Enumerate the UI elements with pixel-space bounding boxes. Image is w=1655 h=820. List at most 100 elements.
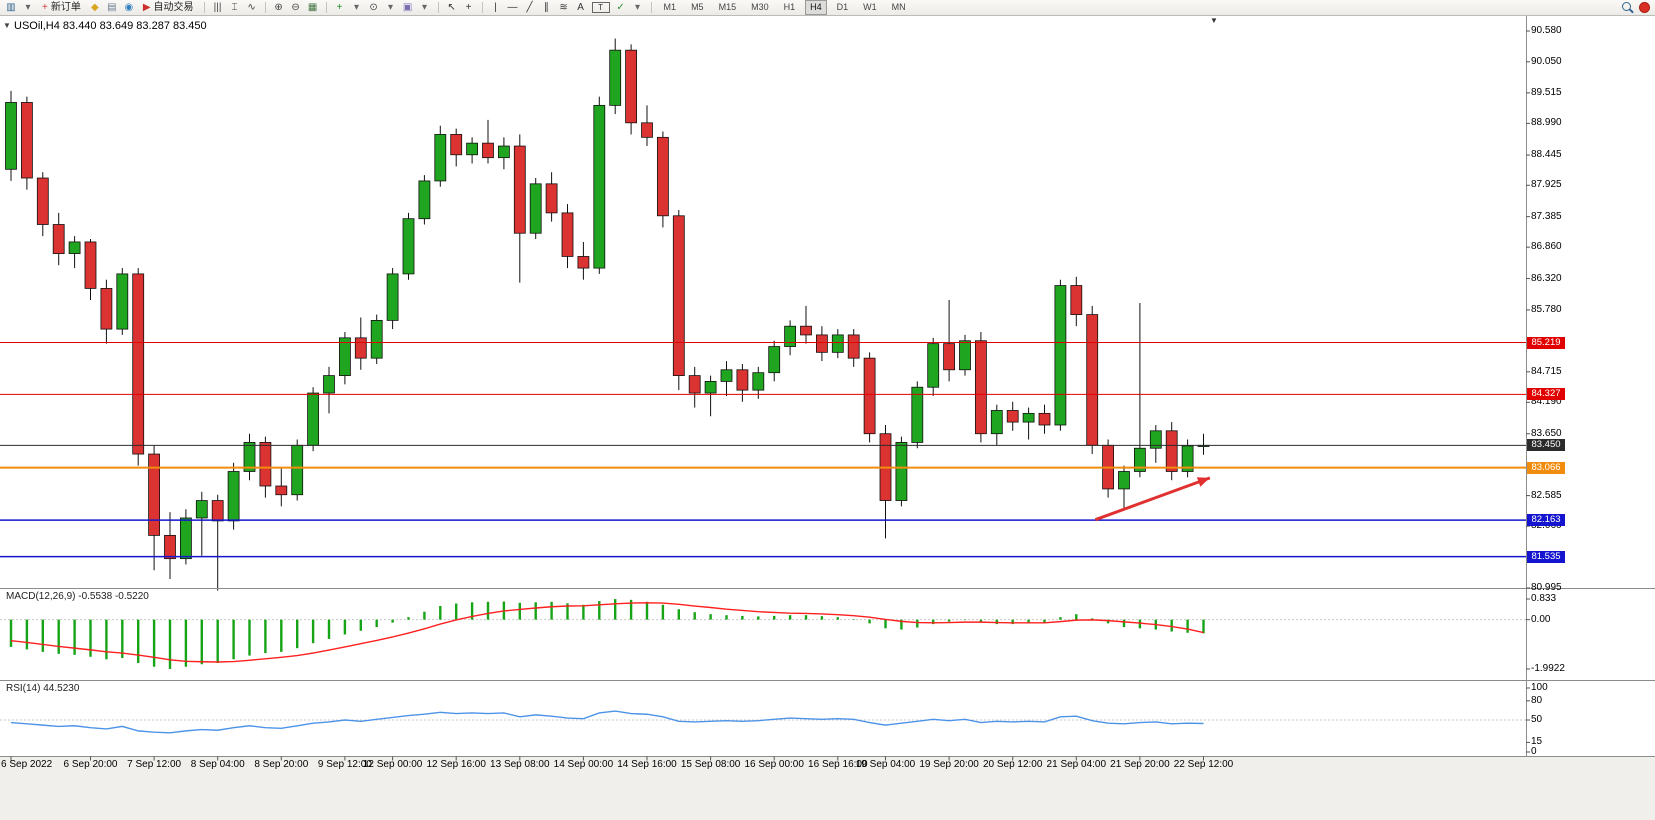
candlestick-chart-icon[interactable]: ⌶ (231, 1, 238, 13)
toolbar-separator (437, 2, 439, 13)
price-axis-tick: 84.190 (1531, 396, 1562, 408)
frame-layer (0, 16, 1655, 761)
price-axis-tick: 90.050 (1531, 55, 1562, 67)
rsi-indicator-value: 44.5230 (43, 683, 80, 694)
price-badge: 83.450 (1527, 439, 1565, 452)
toolbar: ▥ ▾ + 新订单 ◆ ▤ ◉ ▶ 自动交易 ||| ⌶ ∿ ⊕ ⊖ ▦ + ▾ ⊙ ▾ ▣ ▾ ↖ + | — ╱ ∥ ≋ A T ✓ ▾ M… (0, 0, 1655, 16)
autotrading-button-label: 自动交易 (153, 1, 194, 13)
notifications-icon[interactable] (1639, 2, 1650, 13)
price-badge: 81.535 (1527, 550, 1565, 563)
indicators-icon[interactable]: + (336, 1, 343, 13)
price-badge: 84.327 (1527, 388, 1565, 401)
print-icon[interactable]: ▤ (107, 1, 117, 13)
autotrading-button-icon: ▶ (142, 1, 151, 13)
autotrading-button[interactable]: ▶ 自动交易 (140, 1, 197, 15)
periods-dropdown-icon[interactable]: ▾ (388, 1, 394, 13)
macd-axis-tick: 0.00 (1531, 613, 1551, 625)
price-axis-tick: 88.990 (1531, 117, 1562, 129)
time-axis-area (0, 757, 1655, 820)
new-chart-icon[interactable]: ▥ (6, 1, 16, 13)
price-axis-tick: 85.780 (1531, 303, 1562, 315)
rsi-axis-tick: 100 (1531, 682, 1548, 693)
price-badge: 82.163 (1527, 514, 1565, 527)
line-chart-icon[interactable]: ∿ (247, 1, 256, 13)
new-order-button[interactable]: + 新订单 (39, 1, 84, 15)
text-label-icon[interactable]: T (591, 2, 610, 13)
timeframe-m1[interactable]: M1 (663, 2, 677, 12)
trendline-icon[interactable]: ╱ (526, 1, 533, 13)
templates-icon[interactable]: ▣ (402, 1, 413, 13)
timeframe-m15[interactable]: M15 (718, 2, 737, 12)
zoom-in-icon[interactable]: ⊕ (274, 1, 283, 13)
price-axis-tick: 90.580 (1531, 24, 1562, 36)
macd-indicator-values: -0.5538 -0.5220 (78, 591, 149, 602)
price-badge: 85.219 (1527, 336, 1565, 349)
price-axis-tick: 82.585 (1531, 489, 1562, 501)
periods-icon[interactable]: ⊙ (369, 1, 378, 13)
price-axis-tick: 86.320 (1531, 272, 1562, 284)
arrows-dropdown-icon[interactable]: ▾ (635, 1, 641, 13)
rsi-axis-tick: 15 (1531, 736, 1543, 748)
price-axis-tick: 82.060 (1531, 520, 1562, 532)
arrow-annotation (1094, 476, 1211, 522)
toolbar-separator (481, 2, 483, 13)
price-axis-tick: 86.860 (1531, 241, 1562, 253)
rsi-axis-tick: 80 (1531, 694, 1543, 706)
price-axis-tick: 84.715 (1531, 365, 1562, 377)
equidistant-channel-icon[interactable]: ∥ (544, 1, 550, 13)
price-axis-tick: 89.515 (1531, 86, 1562, 98)
toolbar-separator (203, 2, 205, 13)
timeframe-w1[interactable]: W1 (863, 2, 877, 12)
rsi-axis-tick: 50 (1531, 714, 1543, 725)
timeframe-m30[interactable]: M30 (751, 2, 769, 12)
search-icon (1622, 1, 1631, 11)
rsi-layer (0, 710, 1526, 734)
text-icon[interactable]: A (577, 1, 584, 13)
price-lines-layer (0, 342, 1526, 558)
chart-title-ohlc: USOil,H4 83.440 83.649 83.287 83.450 (14, 20, 207, 32)
bar-chart-icon[interactable]: ||| (213, 1, 222, 13)
chart-profiles-dropdown-icon[interactable]: ▾ (25, 1, 31, 13)
timeframe-h4[interactable]: H4 (805, 0, 827, 15)
templates-dropdown-icon[interactable]: ▾ (422, 1, 428, 13)
chart-shift-marker[interactable]: ▼ (1210, 16, 1218, 25)
rsi-indicator-name: RSI(14) (6, 683, 41, 694)
price-axis-tick: 87.385 (1531, 210, 1562, 222)
fibonacci-icon[interactable]: ≋ (559, 1, 568, 13)
price-axis-tick: 83.650 (1531, 427, 1562, 439)
macd-label: MACD(12,26,9) -0.5538 -0.5220 (6, 591, 149, 603)
arrows-icon[interactable]: ✓ (616, 1, 625, 13)
search-icon[interactable] (1622, 0, 1634, 16)
new-order-button-label: 新订单 (50, 1, 81, 13)
timeframe-d1[interactable]: D1 (836, 2, 849, 12)
data-window-icon[interactable]: ◉ (124, 1, 134, 13)
zoom-out-icon[interactable]: ⊖ (291, 1, 300, 13)
crosshair-icon[interactable]: + (465, 1, 472, 13)
macd-layer (0, 599, 1526, 669)
macd-axis-tick: -1.9922 (1531, 663, 1565, 674)
tile-windows-icon[interactable]: ▦ (307, 1, 318, 13)
toolbar-separator (325, 2, 327, 13)
one-click-trading-toggle[interactable]: ▼ (3, 21, 11, 30)
price-axis-tick: 88.445 (1531, 149, 1562, 161)
toolbar-separator (650, 2, 652, 13)
candles-layer (5, 38, 1210, 591)
rsi-label: RSI(14) 44.5230 (6, 683, 79, 695)
macd-indicator-name: MACD(12,26,9) (6, 591, 76, 602)
price-axis-tick: 80.995 (1531, 582, 1562, 593)
vertical-line-icon[interactable]: | (494, 1, 497, 13)
price-axis-tick: 87.925 (1531, 179, 1562, 191)
cursor-icon[interactable]: ↖ (447, 1, 456, 13)
macd-axis-tick: 0.833 (1531, 593, 1557, 604)
new-order-button-icon: + (42, 1, 48, 13)
indicators-dropdown-icon[interactable]: ▾ (354, 1, 360, 13)
price-badge: 83.066 (1527, 461, 1565, 474)
alerts-icon[interactable]: ◆ (90, 1, 99, 13)
timeframe-mn[interactable]: MN (891, 2, 906, 12)
timeframe-h1[interactable]: H1 (783, 2, 796, 12)
horizontal-line-icon[interactable]: — (507, 1, 518, 13)
toolbar-separator (264, 2, 266, 13)
timeframe-m5[interactable]: M5 (691, 2, 704, 12)
